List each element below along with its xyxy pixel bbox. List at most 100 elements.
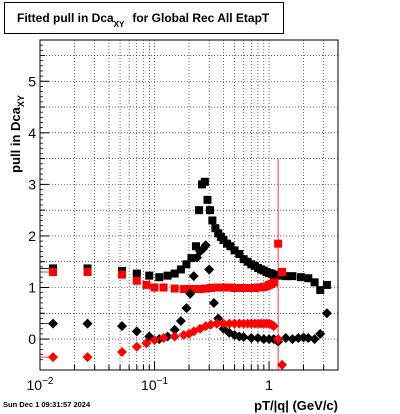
data-point-square: [142, 280, 151, 289]
data-point-square: [316, 286, 325, 295]
data-point-square: [155, 273, 164, 282]
y-axis-label-sub: XY: [16, 95, 26, 107]
data-point-diamond: [205, 319, 216, 330]
title-main: Fitted pull in Dca: [17, 11, 114, 25]
data-point-diamond: [277, 359, 288, 370]
data-point-square: [185, 285, 193, 294]
x-tick-label-base: 10: [141, 377, 157, 393]
data-point-square: [278, 268, 287, 277]
data-point-diamond: [169, 324, 180, 335]
data-point-square: [230, 246, 239, 255]
data-point-square: [170, 284, 179, 293]
data-point-diamond: [268, 321, 279, 332]
x-tick-label-base: 10: [27, 377, 43, 393]
series-square-red: [40, 239, 287, 294]
series-square-black: [40, 177, 331, 295]
data-point-diamond: [131, 341, 142, 352]
data-point-square: [203, 195, 212, 204]
svg-text:pull in DcaXY: pull in DcaXY: [8, 95, 26, 173]
title-box: Fitted pull in DcaXY for Global Rec All E…: [4, 2, 284, 34]
data-point-diamond: [238, 332, 249, 342]
data-point-square: [208, 216, 217, 225]
data-point-square: [206, 284, 215, 293]
data-point-square: [200, 177, 209, 186]
data-point-square: [176, 265, 185, 274]
data-point-square: [49, 268, 58, 277]
data-point-diamond: [204, 264, 215, 275]
grid-layer: [40, 40, 338, 370]
y-axis-label: pull in DcaXY: [8, 95, 26, 173]
data-point-square: [83, 268, 92, 277]
data-point-diamond: [315, 328, 326, 339]
data-point-square: [201, 284, 210, 293]
data-point-diamond: [303, 333, 314, 344]
y-tick-label: 2: [28, 228, 36, 244]
data-point-diamond: [169, 331, 180, 342]
data-point-diamond: [48, 352, 59, 363]
y-axis-label-main: pull in Dca: [8, 106, 23, 173]
data-point-diamond: [158, 333, 169, 344]
data-point-diamond: [149, 335, 160, 346]
x-axis-label: pT/|q| (GeV/c): [254, 398, 338, 413]
data-point-square: [281, 272, 290, 281]
data-point-square: [118, 270, 127, 279]
data-point-diamond: [321, 308, 332, 319]
data-point-diamond: [82, 352, 93, 363]
chart-title: Fitted pull in DcaXY for Global Rec All E…: [17, 11, 270, 29]
series-diamond-red: [40, 318, 288, 370]
data-point-square: [179, 285, 188, 294]
title-subscript: XY: [113, 20, 125, 29]
data-point-diamond: [211, 318, 222, 329]
data-point-square: [196, 285, 205, 294]
data-point-diamond: [48, 318, 59, 329]
data-point-diamond: [131, 326, 142, 337]
x-tick-label: 10−1: [141, 376, 168, 393]
y-tick-label: 1: [28, 280, 36, 296]
data-point-square: [132, 276, 141, 285]
data-point-diamond: [117, 321, 128, 332]
data-point-square: [159, 283, 168, 292]
data-point-diamond: [175, 316, 186, 327]
data-point-square: [322, 280, 331, 289]
data-point-diamond: [200, 240, 211, 251]
data-point-square: [132, 269, 141, 278]
data-point-square: [225, 283, 234, 292]
data-point-square: [145, 271, 154, 280]
points-layer: [40, 158, 332, 370]
data-point-diamond: [181, 303, 192, 314]
series-diamond-black: [40, 240, 332, 347]
data-point-diamond: [224, 318, 235, 329]
data-point-diamond: [246, 333, 257, 344]
data-point-square: [187, 254, 196, 263]
timestamp: Sun Dec 1 09:31:57 2024: [3, 400, 91, 409]
data-point-square: [211, 224, 220, 233]
data-point-square: [235, 284, 244, 293]
data-point-square: [182, 260, 191, 269]
data-point-diamond: [82, 318, 93, 329]
data-point-diamond: [218, 318, 229, 329]
data-point-square: [296, 273, 305, 282]
data-point-square: [189, 285, 198, 294]
x-tick-label: 10−2: [27, 376, 54, 393]
data-point-diamond: [208, 297, 219, 308]
data-point-square: [195, 206, 204, 215]
y-tick-label: 0: [28, 331, 36, 347]
data-point-diamond: [185, 288, 196, 299]
data-point-diamond: [141, 338, 152, 349]
data-point-square: [212, 283, 221, 292]
data-point-diamond: [258, 334, 269, 345]
data-point-square: [310, 278, 319, 287]
data-point-square: [226, 242, 235, 251]
data-point-square: [219, 283, 228, 292]
data-point-square: [163, 271, 172, 280]
data-point-square: [191, 242, 200, 251]
x-tick-label: 1: [265, 377, 273, 393]
data-point-square: [269, 270, 278, 279]
data-point-square: [150, 283, 159, 292]
title-rest: for Global Rec All EtapT: [132, 11, 270, 25]
ticks-layer: [39, 44, 339, 370]
y-tick-label: 5: [28, 73, 36, 89]
data-point-square: [288, 272, 297, 281]
